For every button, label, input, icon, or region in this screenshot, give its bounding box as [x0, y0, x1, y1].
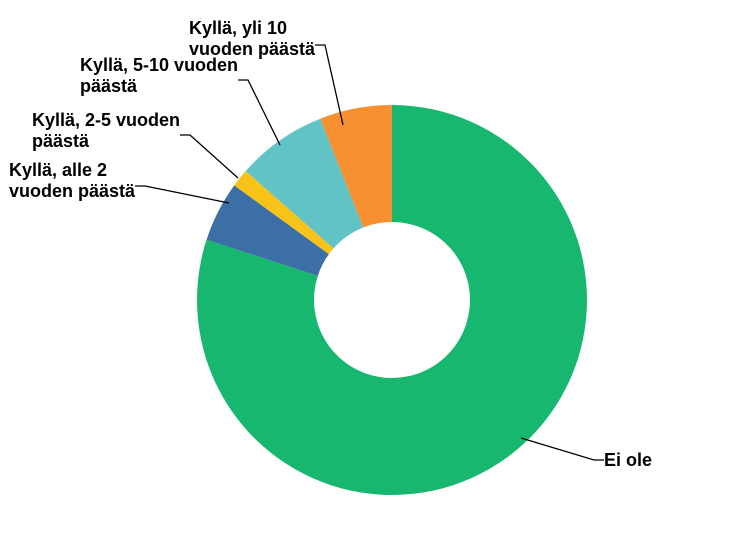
- label-ei_ole: Ei ole: [604, 450, 652, 471]
- donut-chart-container: Ei ole Kyllä, alle 2 vuoden päästä Kyllä, …: [0, 0, 732, 542]
- leader-ei_ole: [521, 438, 604, 460]
- donut-slices: [197, 105, 587, 495]
- leader-v2_5: [180, 135, 238, 178]
- label-v5_10: Kyllä, 5-10 vuoden päästä: [80, 55, 238, 96]
- label-yli10: Kyllä, yli 10 vuoden päästä: [189, 18, 315, 59]
- leader-v5_10: [238, 80, 280, 145]
- leader-alle2: [135, 186, 229, 203]
- label-alle2: Kyllä, alle 2 vuoden päästä: [9, 160, 135, 201]
- label-v2_5: Kyllä, 2-5 vuoden päästä: [32, 110, 180, 151]
